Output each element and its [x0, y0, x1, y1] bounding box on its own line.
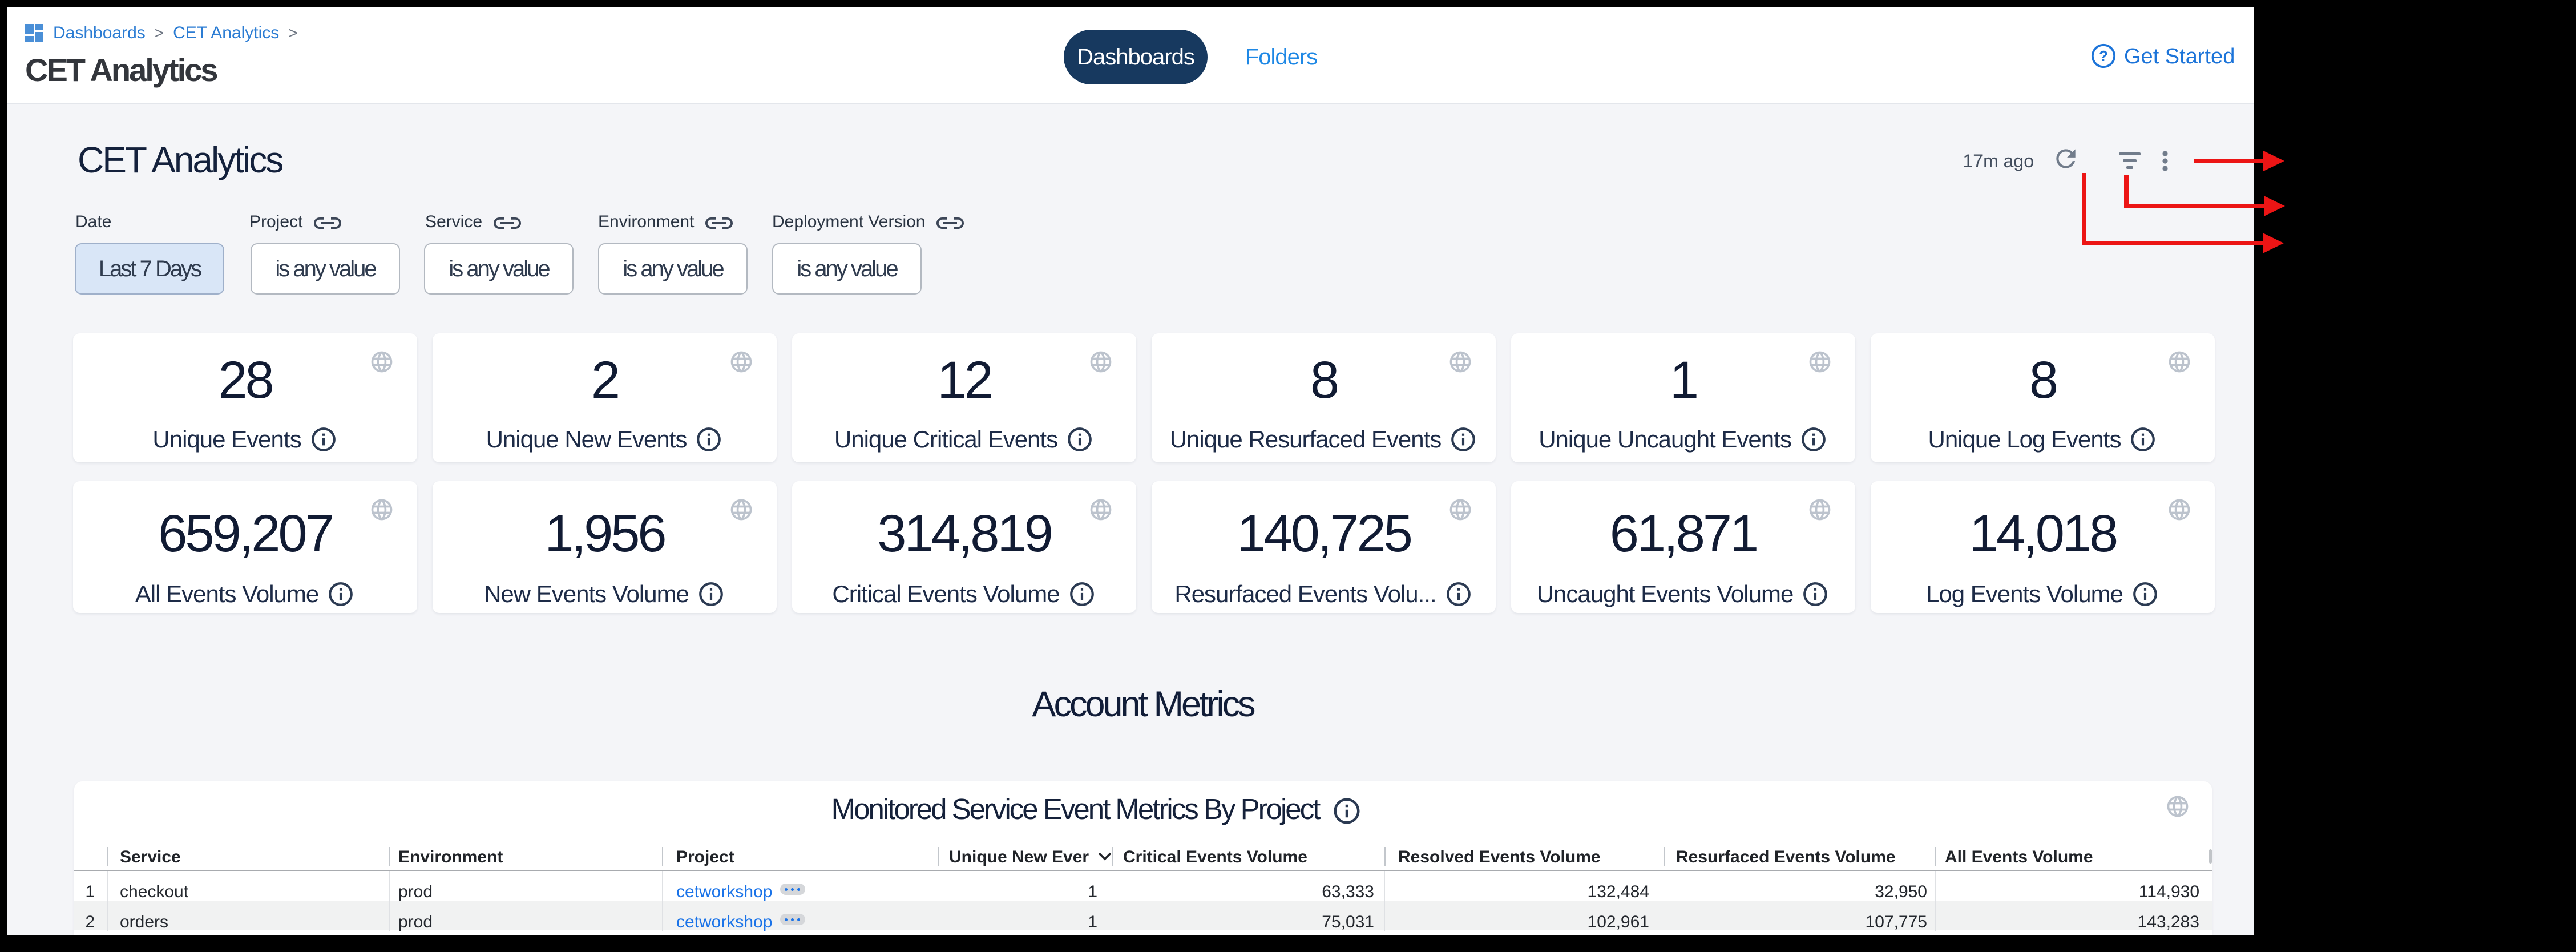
svg-text:?: ?: [2099, 49, 2108, 64]
